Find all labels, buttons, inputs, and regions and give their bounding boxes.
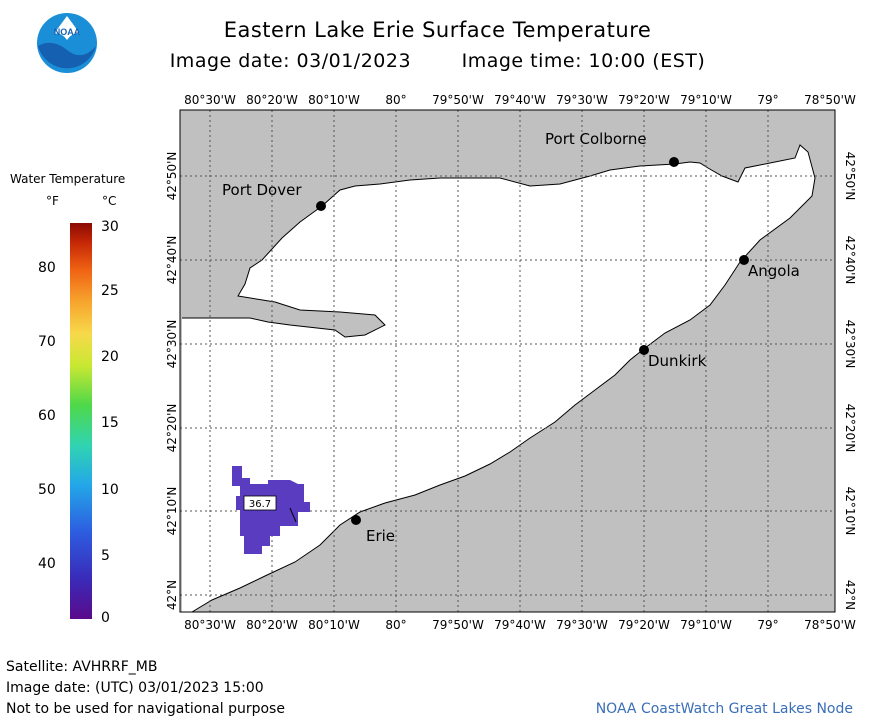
- lon-label: 80°10'W: [308, 93, 360, 107]
- lat-label: 42°50'N: [165, 152, 179, 201]
- buoy-reading: 36.7: [249, 499, 271, 510]
- legend-unit-f: °F: [46, 194, 59, 208]
- lat-label: 42°N: [843, 580, 857, 610]
- page-title: Eastern Lake Erie Surface Temperature: [223, 18, 652, 42]
- lon-label: 80°30'W: [184, 93, 236, 107]
- lake-water: [182, 145, 815, 612]
- lon-label: 79°: [757, 618, 778, 632]
- lat-labels-left: 42°50'N 42°40'N 42°30'N 42°20'N 42°10'N …: [165, 152, 179, 611]
- lat-label: 42°40'N: [165, 236, 179, 285]
- city-marker-port-dover: [316, 201, 326, 211]
- legend-tick-c: 5: [101, 548, 110, 564]
- legend-tick-c: 25: [101, 283, 119, 299]
- lon-label: 79°20'W: [618, 618, 670, 632]
- lon-label: 79°40'W: [494, 618, 546, 632]
- legend-title: Water Temperature: [10, 172, 126, 186]
- lat-labels-right: 42°50'N 42°40'N 42°30'N 42°20'N 42°10'N …: [843, 152, 857, 611]
- legend-tick-f: 80: [38, 260, 56, 276]
- lat-label: 42°20'N: [843, 404, 857, 453]
- legend-tick-f: 60: [38, 408, 56, 424]
- image-date: Image date: 03/01/2023: [169, 50, 412, 72]
- satellite-info: Satellite: AVHRRF_MB: [6, 659, 158, 675]
- lon-label: 80°30'W: [184, 618, 236, 632]
- place-label-angola: Angola: [748, 262, 800, 280]
- city-marker-angola: [739, 255, 749, 265]
- lon-label: 80°20'W: [246, 618, 298, 632]
- noaa-logo-icon: NOAA: [37, 13, 97, 73]
- legend-tick-f: 50: [38, 482, 56, 498]
- city-marker-erie: [351, 515, 361, 525]
- city-marker-port-colborne: [669, 157, 679, 167]
- legend-tick-f: 70: [38, 334, 56, 350]
- image-time: Image time: 10:00 (EST): [461, 50, 706, 72]
- lon-label: 79°: [757, 93, 778, 107]
- lon-labels-top: 80°30'W 80°20'W 80°10'W 80° 79°50'W 79°4…: [184, 93, 856, 107]
- lat-label: 42°10'N: [843, 487, 857, 536]
- lon-label: 80°10'W: [308, 618, 360, 632]
- lon-label: 79°20'W: [618, 93, 670, 107]
- city-marker-dunkirk: [639, 345, 649, 355]
- utc-date-info: Image date: (UTC) 03/01/2023 15:00: [6, 680, 264, 696]
- lon-label: 79°30'W: [556, 618, 608, 632]
- lon-label: 78°50'W: [804, 93, 856, 107]
- lat-label: 42°30'N: [843, 320, 857, 369]
- lon-label: 79°10'W: [680, 618, 732, 632]
- credit-link[interactable]: NOAA CoastWatch Great Lakes Node: [595, 701, 853, 717]
- lat-label: 42°10'N: [165, 487, 179, 536]
- graticule: [180, 110, 835, 612]
- temperature-color-scale: [70, 223, 92, 619]
- lon-label: 79°10'W: [680, 93, 732, 107]
- map-frame: [179, 109, 836, 613]
- place-label-port-dover: Port Dover: [222, 181, 302, 199]
- legend-tick-c: 20: [101, 349, 119, 365]
- disclaimer: Not to be used for navigational purpose: [6, 701, 285, 717]
- place-label-dunkirk: Dunkirk: [648, 352, 707, 370]
- lon-label: 80°20'W: [246, 93, 298, 107]
- lat-label: 42°N: [165, 580, 179, 610]
- image-datetime: Image date: 03/01/2023 Image time: 10:00…: [0, 50, 875, 72]
- logo-text: NOAA: [54, 27, 81, 37]
- lat-label: 42°40'N: [843, 236, 857, 285]
- lat-label: 42°30'N: [165, 320, 179, 369]
- place-label-port-colborne: Port Colborne: [545, 130, 647, 148]
- lat-label: 42°50'N: [843, 152, 857, 201]
- buoy-label-box: [243, 495, 277, 511]
- lon-label: 80°: [385, 93, 406, 107]
- lon-label: 78°50'W: [804, 618, 856, 632]
- lon-label: 79°50'W: [432, 618, 484, 632]
- lat-label: 42°20'N: [165, 404, 179, 453]
- lon-labels-bottom: 80°30'W 80°20'W 80°10'W 80° 79°50'W 79°4…: [184, 618, 856, 632]
- lon-label: 79°30'W: [556, 93, 608, 107]
- lon-label: 79°50'W: [432, 93, 484, 107]
- place-label-erie: Erie: [366, 527, 395, 545]
- legend-tick-c: 10: [101, 482, 119, 498]
- lon-label: 80°: [385, 618, 406, 632]
- lon-label: 79°40'W: [494, 93, 546, 107]
- legend-tick-c: 0: [101, 610, 110, 626]
- legend-tick-c: 15: [101, 415, 119, 431]
- legend-tick-f: 40: [38, 556, 56, 572]
- legend-unit-c: °C: [102, 194, 117, 208]
- legend-tick-c: 30: [101, 219, 119, 235]
